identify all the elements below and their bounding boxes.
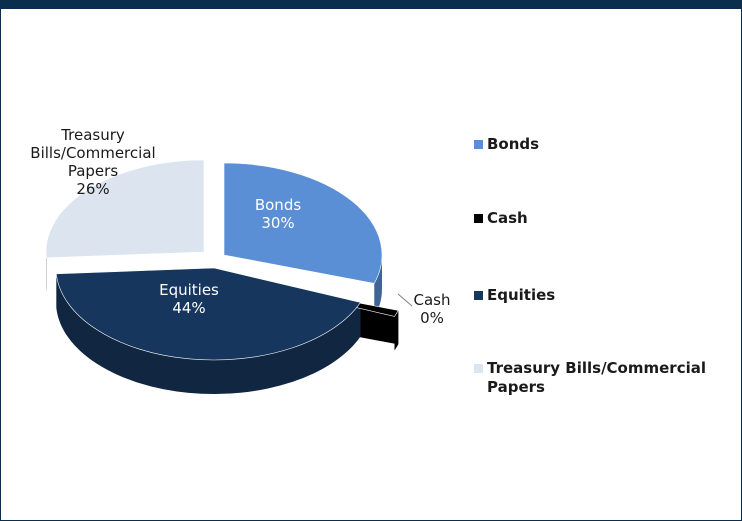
legend-label-treasury-bills-commercial: Treasury Bills/Commercial Papers xyxy=(487,359,706,396)
chart-title-bar xyxy=(0,0,742,9)
legend-swatch-bonds xyxy=(474,140,483,149)
cash-leader-line xyxy=(397,293,413,307)
data-labels: Bonds 30% Cash 0% Equities 44% Treasury Bills/C… xyxy=(30,126,450,327)
data-label-cash: Cash 0% xyxy=(414,291,451,327)
pie-slice-bonds xyxy=(223,162,383,284)
pie-slices xyxy=(45,159,399,395)
slice-side-equities xyxy=(56,273,361,395)
legend-label-equities: Equities xyxy=(487,286,555,304)
legend-label-cash: Cash xyxy=(487,209,528,227)
slice-side-bonds xyxy=(374,255,382,318)
pie-slice-equities xyxy=(55,267,361,361)
legend-label-bonds: Bonds xyxy=(487,135,539,153)
legend-swatch-equities xyxy=(474,291,483,300)
data-label-bonds: Bonds 30% xyxy=(255,196,301,232)
slice-side-cash xyxy=(394,310,399,351)
data-label-equities: Equities 44% xyxy=(159,281,219,317)
data-label-treasury-bills-commercial-papers: Treasury Bills/Commercial Papers 26% xyxy=(30,126,155,198)
pie-slice-treasury-bills-commercial-papers xyxy=(45,159,205,259)
legend: Bonds Cash Equities Treasury Bills/Commerci… xyxy=(474,135,706,396)
legend-swatch-treasury-bills-commercial xyxy=(474,364,483,373)
legend-swatch-cash xyxy=(474,214,483,223)
